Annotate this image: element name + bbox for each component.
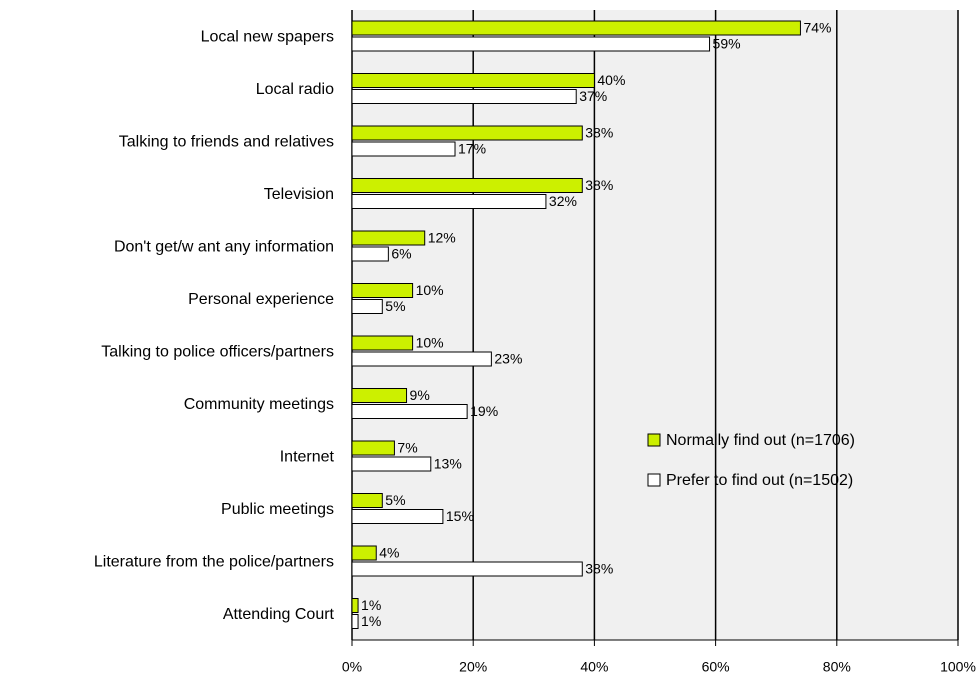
bar	[351, 194, 547, 209]
x-tick-label: 40%	[580, 659, 608, 675]
data-label: 19%	[470, 403, 498, 419]
bar	[351, 404, 468, 419]
bar	[351, 141, 456, 157]
legend-label: Prefer to find out (n=1502)	[666, 472, 853, 489]
bar	[351, 351, 492, 367]
bar	[351, 598, 359, 613]
bar	[351, 36, 711, 52]
bar	[351, 335, 414, 351]
data-label: 10%	[416, 282, 444, 298]
bar	[351, 125, 583, 141]
x-tick-label: 100%	[940, 659, 976, 675]
bar	[351, 614, 359, 629]
data-label: 1%	[361, 613, 381, 629]
category-label: Talking to police officers/partners	[101, 343, 334, 360]
category-label: Internet	[280, 448, 335, 465]
category-label: Personal experience	[188, 291, 334, 308]
data-label: 40%	[597, 72, 625, 88]
data-label: 32%	[549, 193, 577, 209]
data-label: 10%	[416, 335, 444, 351]
data-label: 74%	[803, 20, 831, 36]
bar	[351, 509, 444, 524]
bar	[351, 299, 383, 314]
category-label: Literature from the police/partners	[94, 553, 334, 570]
category-label: Community meetings	[184, 396, 334, 413]
bar	[351, 456, 432, 472]
bar	[351, 388, 408, 403]
data-label: 4%	[379, 545, 399, 561]
data-label: 38%	[585, 177, 613, 193]
bar	[351, 283, 414, 298]
category-label: Local new spapers	[201, 28, 334, 45]
bar	[351, 440, 395, 456]
x-tick-label: 20%	[459, 659, 487, 675]
category-label: Don't get/w ant any information	[114, 238, 334, 255]
data-label: 15%	[446, 508, 474, 524]
bar	[351, 561, 583, 577]
bar	[351, 246, 389, 262]
category-label: Talking to friends and relatives	[119, 133, 334, 150]
legend-swatch	[647, 433, 661, 447]
data-label: 23%	[494, 351, 522, 367]
data-label: 38%	[585, 561, 613, 577]
x-tick-label: 80%	[823, 659, 851, 675]
category-label: Local radio	[256, 81, 334, 98]
plot-area	[352, 10, 958, 640]
x-tick-label: 60%	[702, 659, 730, 675]
bar	[351, 178, 583, 193]
bar	[351, 493, 383, 508]
data-label: 37%	[579, 88, 607, 104]
x-tick-label: 0%	[342, 659, 362, 675]
data-label: 17%	[458, 141, 486, 157]
bar	[351, 545, 377, 561]
legend-swatch	[647, 473, 661, 487]
data-label: 7%	[397, 440, 417, 456]
legend-label: Normally find out (n=1706)	[666, 432, 855, 449]
data-label: 5%	[385, 492, 405, 508]
category-label: Attending Court	[223, 606, 335, 623]
category-label: Public meetings	[221, 501, 334, 518]
data-label: 13%	[434, 456, 462, 472]
data-label: 6%	[391, 246, 411, 262]
category-label: Television	[264, 186, 334, 203]
data-label: 1%	[361, 597, 381, 613]
data-label: 9%	[410, 387, 430, 403]
bar	[351, 20, 801, 36]
bar	[351, 73, 595, 88]
data-label: 38%	[585, 125, 613, 141]
data-label: 12%	[428, 230, 456, 246]
bar	[351, 89, 577, 104]
data-label: 59%	[713, 36, 741, 52]
data-label: 5%	[385, 298, 405, 314]
bar	[351, 230, 426, 246]
